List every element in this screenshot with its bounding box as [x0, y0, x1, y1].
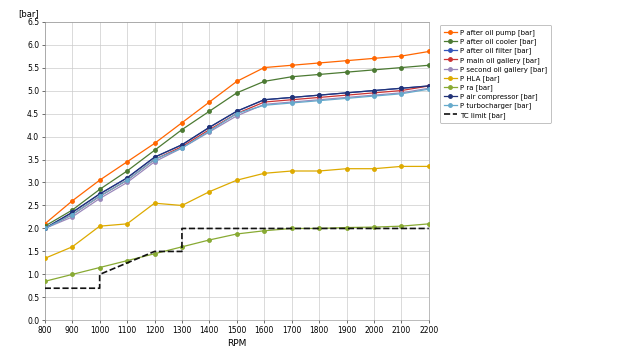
Legend: P after oil pump [bar], P after oil cooler [bar], P after oil filter [bar], P ma: P after oil pump [bar], P after oil cool…	[440, 25, 552, 123]
X-axis label: RPM: RPM	[227, 339, 246, 348]
Text: [bar]: [bar]	[18, 10, 38, 19]
